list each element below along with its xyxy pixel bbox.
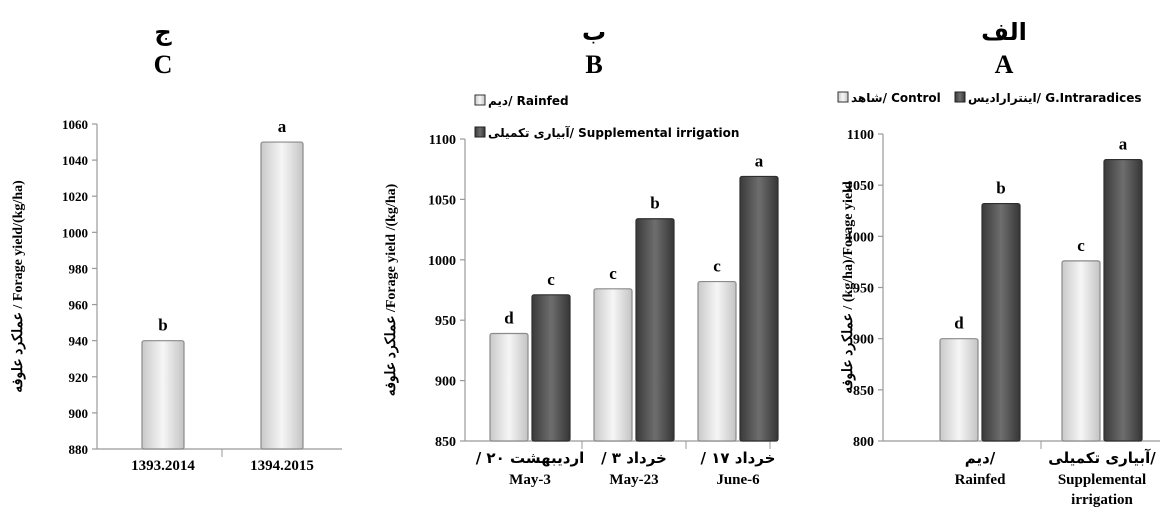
y-tick-label: 900	[69, 406, 89, 421]
y-tick-label: 950	[853, 282, 874, 297]
category-label-en: June-6	[716, 472, 760, 488]
y-tick-label: 880	[69, 442, 89, 457]
bar-light	[697, 280, 737, 442]
significance-letter: b	[650, 194, 659, 213]
category-label: 1393.2014	[131, 458, 195, 474]
category-label-en: Rainfed	[955, 472, 1006, 488]
y-axis-label: عملکرد علوفه / Forage yield/(kg/ha)	[10, 180, 26, 393]
panel-letter-fa: الف	[981, 18, 1027, 46]
bar-light	[939, 338, 979, 442]
legend-swatch-light	[474, 94, 486, 106]
bar-dark	[981, 202, 1021, 442]
bar-light	[1061, 260, 1101, 442]
category-label-en: May-23	[609, 472, 658, 488]
legend-swatch-light	[837, 91, 849, 103]
y-tick-label: 960	[69, 298, 89, 313]
significance-letter: a	[1119, 135, 1128, 154]
y-tick-label: 980	[69, 261, 89, 276]
legend-label: اینترارادیس/ G.Intraradices	[968, 91, 1142, 105]
significance-letter: d	[954, 314, 964, 333]
panel-letter-fa: ج	[154, 18, 172, 46]
category-label-en: Supplemental	[1058, 472, 1146, 488]
y-tick-label: 1000	[846, 230, 874, 245]
bar-dark	[1103, 158, 1143, 442]
category-label-en: May-3	[509, 472, 551, 488]
legend-swatch-dark	[474, 126, 486, 138]
panel-letter-fa: ب	[582, 18, 606, 46]
y-tick-label: 1060	[62, 117, 88, 132]
bar-dark	[635, 218, 675, 442]
bar-light	[489, 332, 529, 442]
significance-letter: a	[278, 117, 287, 136]
significance-letter: d	[504, 308, 514, 327]
y-tick-label: 1040	[62, 153, 88, 168]
y-tick-label: 1020	[62, 189, 88, 204]
category-label: / ۲۰ اردیبهشت	[476, 449, 585, 467]
category-label: / ۱۷ خرداد	[701, 449, 776, 467]
y-axis-label: عملکرد علوفه /Forage yield /(kg/ha)	[383, 183, 399, 396]
significance-letter: b	[158, 316, 167, 335]
legend-swatch-dark	[954, 91, 966, 103]
legend-label: شاهد/ Control	[851, 91, 941, 105]
significance-letter: c	[713, 257, 721, 276]
y-tick-label: 1050	[846, 179, 874, 194]
bar-dark	[739, 175, 779, 442]
bar-light	[141, 340, 185, 450]
y-axis-label: عملکرد علوفه / (kg/ha)/Forage yield	[840, 181, 856, 394]
panel-letter: B	[585, 50, 602, 79]
y-tick-label: 1050	[428, 193, 456, 208]
y-tick-label: 950	[435, 314, 456, 329]
significance-letter: a	[755, 151, 764, 170]
legend-label: آبیاری تکمیلی/ Supplemental irrigation	[488, 125, 739, 140]
y-tick-label: 850	[435, 435, 456, 450]
bar-light	[593, 288, 633, 442]
significance-letter: c	[1077, 236, 1085, 255]
y-tick-label: 800	[853, 435, 874, 450]
y-tick-label: 1000	[428, 254, 456, 269]
legend-label: دیم/ Rainfed	[488, 94, 569, 108]
significance-letter: c	[609, 264, 617, 283]
y-tick-label: 1100	[847, 128, 874, 143]
significance-letter: b	[996, 179, 1005, 198]
y-tick-label: 900	[435, 375, 456, 390]
category-label: آبیاری تکمیلی/	[1048, 449, 1156, 467]
category-label: / ۳ خرداد	[601, 449, 667, 467]
panel-letter: C	[154, 50, 173, 79]
y-tick-label: 920	[69, 370, 89, 385]
category-label: دیم/	[965, 449, 996, 467]
bar-light	[260, 141, 304, 450]
y-tick-label: 1000	[62, 225, 88, 240]
y-tick-label: 1100	[429, 133, 456, 148]
category-label-en: irrigation	[1071, 492, 1133, 508]
y-tick-label: 940	[69, 334, 89, 349]
significance-letter: c	[547, 270, 555, 289]
category-label: 1394.2015	[250, 458, 314, 474]
panel-letter: A	[995, 50, 1014, 79]
bar-dark	[531, 294, 571, 442]
y-tick-label: 900	[853, 333, 874, 348]
y-tick-label: 850	[853, 384, 874, 399]
